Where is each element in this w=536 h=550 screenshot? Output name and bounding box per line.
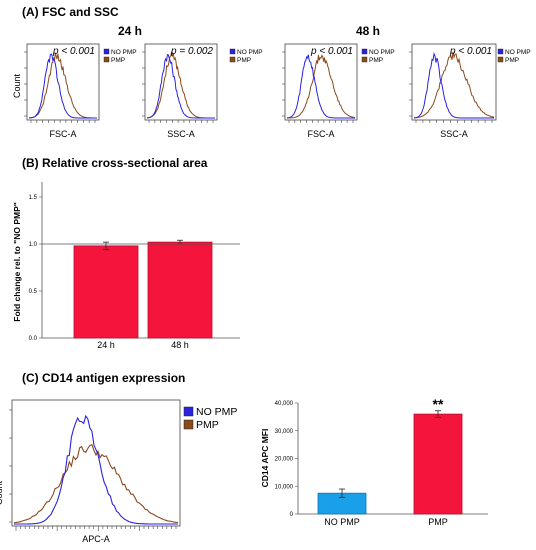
legend-swatch-no-pmp [229,48,236,55]
histogram-curve-no-pmp [413,52,494,119]
y-tick-label: 1.0 [29,242,38,248]
histogram-frame [11,399,181,527]
legend-swatch-no-pmp [183,406,194,417]
histogram-curve-pmp [413,51,495,119]
x-tick-label: 24 h [97,340,115,350]
legend-swatch-no-pmp [103,48,110,55]
y-tick-label: 10,000 [275,484,294,490]
legend-swatch-pmp [183,419,194,430]
p-value-annotation: p < 0.001 [52,46,95,57]
y-axis-label: CD14 APC MFI [260,429,270,488]
legend-swatch-pmp [497,56,504,63]
legend-label-pmp: PMP [369,57,383,64]
x-axis-label: APC-A [82,534,110,544]
legend-label-no-pmp: NO PMP [111,49,137,56]
y-tick-label: 0.5 [29,289,38,295]
panel-c-title: (C) CD14 antigen expression [22,371,186,385]
histogram-curve-no-pmp [29,53,97,119]
bar-24h [73,245,139,339]
histogram-curve-no-pmp [146,54,215,119]
histogram-curve-pmp [28,52,97,119]
histogram-curve-no-pmp [286,54,355,119]
y-tick-label: 0 [290,512,294,518]
x-axis-label: FSC-A [50,129,77,139]
bar-pmp [413,413,463,515]
p-value-annotation: p = 0.002 [170,46,213,57]
x-tick-label: NO PMP [324,517,360,527]
histogram-frame [144,43,218,121]
y-tick-label: 40,000 [275,401,294,407]
histogram-curve-no-pmp [14,414,178,525]
legend-label-pmp: PMP [111,57,125,64]
legend-label-pmp: PMP [237,57,251,64]
legend-swatch-pmp [229,56,236,63]
legend-swatch-no-pmp [497,48,504,55]
y-axis-label: Count [0,481,4,506]
x-axis-label: FSC-A [308,129,335,139]
y-tick-label: 20,000 [275,457,294,463]
legend-label-no-pmp: NO PMP [237,49,263,56]
histogram-frame [26,43,100,121]
histogram-curve-pmp [13,444,179,524]
y-axis-label: Count [12,74,22,99]
histogram-curve-pmp [287,54,356,119]
significance-annotation: ** [433,396,444,412]
legend-label-pmp: PMP [196,419,219,431]
legend-swatch-no-pmp [361,48,368,55]
x-axis-label: SSC-A [440,129,468,139]
histogram-frame [284,43,358,121]
legend-swatch-pmp [103,56,110,63]
legend-label-pmp: PMP [505,57,519,64]
y-tick-label: 30,000 [275,429,294,435]
legend-label-no-pmp: NO PMP [505,49,531,56]
y-axis-label: Fold change rel. to "NO PMP" [12,202,22,322]
x-axis-label: SSC-A [167,129,195,139]
panel-a-title: (A) FSC and SSC [22,5,119,19]
bar-48h [147,241,213,339]
legend-label-no-pmp: NO PMP [369,49,395,56]
time-label-24h: 24 h [118,24,143,38]
p-value-annotation: p < 0.001 [449,46,492,57]
p-value-annotation: p < 0.001 [310,46,353,57]
time-label-48h: 48 h [356,24,381,38]
x-tick-label: PMP [428,517,448,527]
y-tick-label: 1.5 [29,195,38,201]
legend-swatch-pmp [361,56,368,63]
y-tick-label: 0.0 [29,336,38,342]
x-tick-label: 48 h [171,340,189,350]
legend-label-no-pmp: NO PMP [196,406,237,418]
panel-b-title: (B) Relative cross-sectional area [22,156,208,170]
histogram-frame [411,43,497,121]
